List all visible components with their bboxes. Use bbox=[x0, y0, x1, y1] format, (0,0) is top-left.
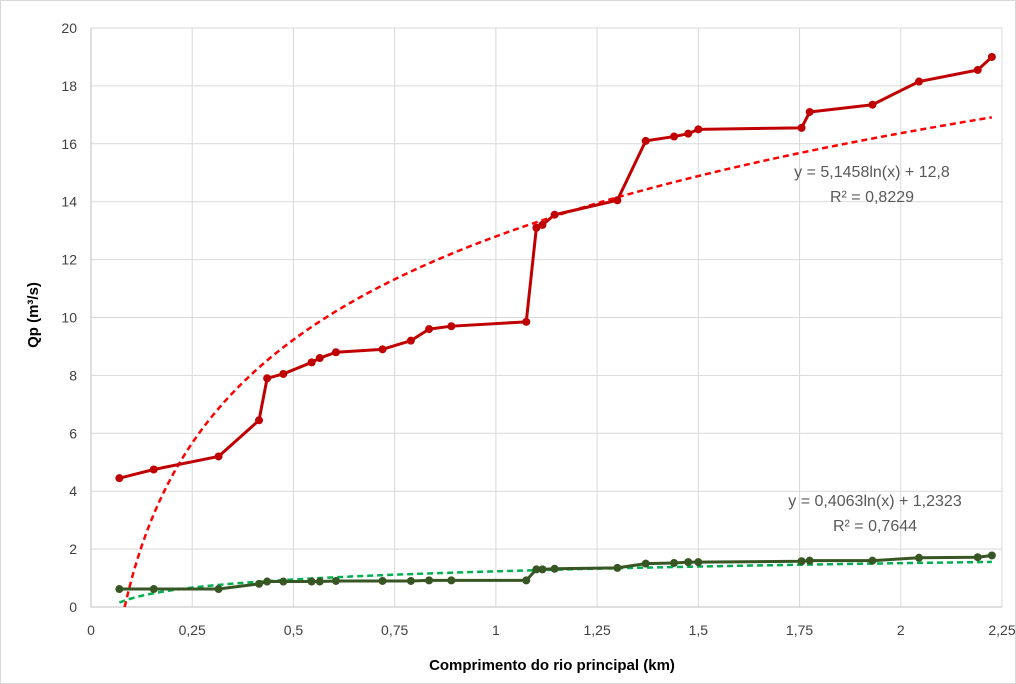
series-1-point bbox=[915, 77, 923, 86]
series-2-point bbox=[447, 576, 456, 585]
x-tick-label: 1,75 bbox=[786, 622, 813, 638]
x-tick-label: 0,25 bbox=[179, 622, 206, 638]
series-2-point bbox=[406, 576, 415, 585]
series-2-point bbox=[684, 558, 693, 567]
y-tick-label: 0 bbox=[69, 599, 77, 615]
series-1-point bbox=[522, 317, 531, 326]
series-1-point bbox=[214, 452, 223, 461]
series-1-point bbox=[532, 223, 541, 232]
series-1-point bbox=[315, 354, 324, 363]
x-tick-label: 2 bbox=[897, 622, 905, 638]
series-2-point bbox=[694, 558, 703, 567]
series-1-point bbox=[331, 348, 340, 357]
series-2-point bbox=[279, 577, 288, 586]
series-1-point bbox=[987, 52, 996, 61]
series-1-point bbox=[973, 65, 982, 74]
x-tick-label: 0,5 bbox=[284, 622, 304, 638]
y-tick-label: 10 bbox=[61, 310, 77, 326]
y-tick-label: 12 bbox=[61, 252, 77, 268]
series-2-point bbox=[797, 557, 806, 566]
y-tick-label: 8 bbox=[69, 367, 77, 383]
y-tick-label: 4 bbox=[69, 483, 77, 499]
y-axis-title: Qp (m³/s) bbox=[25, 282, 42, 348]
series-2-point bbox=[115, 585, 124, 594]
series-1-point bbox=[797, 123, 806, 132]
x-tick-label: 1 bbox=[492, 622, 500, 638]
x-tick-label: 0 bbox=[87, 622, 95, 638]
gridlines bbox=[91, 27, 1003, 607]
trendline-1-equation: y = 5,1458ln(x) + 12,8 bbox=[794, 164, 950, 181]
y-tick-label: 16 bbox=[61, 136, 77, 152]
series-1-point bbox=[447, 322, 456, 331]
series-1-point bbox=[868, 100, 877, 109]
series-2-point bbox=[307, 577, 316, 586]
series-2-point bbox=[263, 577, 272, 586]
series-2-point bbox=[805, 556, 814, 565]
series-2-point bbox=[868, 556, 877, 565]
series-2-point bbox=[613, 563, 622, 572]
series-1-point bbox=[425, 325, 434, 334]
series-1-point bbox=[149, 465, 158, 474]
series-1-point bbox=[538, 220, 547, 229]
series-2-point bbox=[532, 565, 541, 574]
y-tick-label: 14 bbox=[61, 194, 77, 210]
y-tick-label: 20 bbox=[61, 20, 77, 36]
series-2-point bbox=[378, 576, 387, 585]
series-1-point bbox=[406, 336, 415, 345]
y-tick-label: 2 bbox=[69, 541, 77, 557]
series-2-point bbox=[670, 559, 679, 567]
series-2-point bbox=[973, 553, 982, 562]
trendline-2-equation: y = 0,4063ln(x) + 1,2323 bbox=[788, 493, 962, 510]
series-1-point bbox=[694, 125, 703, 134]
x-tick-label: 1,5 bbox=[689, 622, 709, 638]
trendline-2-r2: R² = 0,7644 bbox=[833, 518, 917, 535]
series-2-point bbox=[331, 576, 340, 585]
series-1-point bbox=[550, 210, 559, 219]
series-1-point bbox=[613, 196, 622, 205]
series-1-point bbox=[805, 107, 814, 116]
x-tick-label: 0,75 bbox=[381, 622, 408, 638]
series-2-point bbox=[255, 579, 264, 588]
series-1-point bbox=[279, 369, 288, 378]
series-1-point bbox=[307, 358, 316, 367]
trendline-1 bbox=[123, 116, 993, 608]
series-1-point bbox=[115, 474, 124, 483]
series-1-point bbox=[378, 345, 387, 354]
x-tick-label: 2,25 bbox=[988, 622, 1015, 638]
series-2-point bbox=[538, 565, 547, 574]
trendline-1-r2: R² = 0,8229 bbox=[830, 189, 914, 206]
series-2-point bbox=[214, 585, 223, 594]
axes bbox=[90, 28, 1002, 608]
series-2-point bbox=[641, 559, 650, 568]
series-1-point bbox=[670, 132, 679, 141]
y-tick-labels: 0 2 4 6 8 10 12 14 16 18 20 bbox=[61, 20, 77, 615]
series-2-point bbox=[915, 553, 923, 562]
y-tick-label: 18 bbox=[61, 78, 77, 94]
series-2-point bbox=[987, 551, 996, 560]
series-2-point bbox=[315, 577, 324, 586]
series-2-point bbox=[522, 576, 531, 585]
series-1-point bbox=[641, 136, 650, 145]
series-1-point bbox=[255, 416, 264, 425]
y-tick-label: 6 bbox=[69, 425, 77, 441]
series-2-point bbox=[149, 585, 158, 594]
series-2-point bbox=[425, 576, 434, 585]
series-1-line bbox=[118, 55, 993, 480]
series-2-point bbox=[550, 564, 559, 573]
series-1-point bbox=[684, 129, 693, 138]
data-series bbox=[115, 52, 996, 594]
series-2-line bbox=[119, 553, 993, 591]
series-1-point bbox=[263, 374, 272, 383]
x-tick-label: 1,25 bbox=[583, 622, 610, 638]
x-axis-title: Comprimento do rio principal (km) bbox=[429, 657, 675, 674]
x-tick-labels: 0 0,25 0,5 0,75 1 1,25 1,5 1,75 2 2,25 bbox=[87, 622, 1016, 638]
trendlines bbox=[118, 116, 993, 608]
